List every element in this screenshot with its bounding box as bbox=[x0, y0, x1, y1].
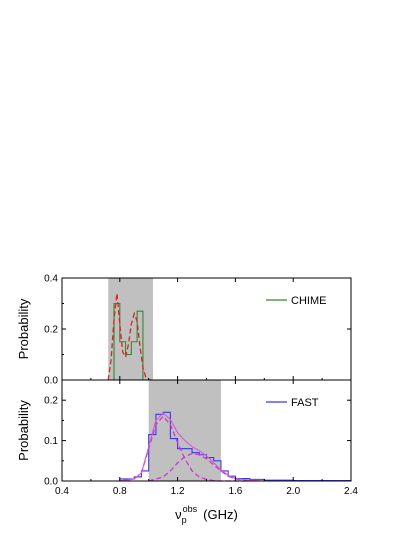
x-axis-title-unit: (GHz) bbox=[203, 507, 238, 522]
xtick-label: 1.2 bbox=[171, 486, 185, 497]
bottom-legend: FAST bbox=[266, 397, 319, 409]
bottom-series-group bbox=[62, 411, 352, 482]
bot-ytick-label: 0.2 bbox=[44, 396, 58, 407]
bottom-y-axis-title: Probability bbox=[16, 400, 31, 461]
top-ytick-label: 0.4 bbox=[44, 274, 58, 285]
bot-series-line-2 bbox=[148, 452, 250, 482]
top-series-line-1 bbox=[107, 293, 152, 381]
top-panel: 0.0 0.2 0.4 Probability CHIME bbox=[16, 274, 352, 387]
top-series-group bbox=[107, 293, 152, 381]
bot-ytick-label: 0.0 bbox=[44, 477, 58, 488]
top-axis-ticks: 0.0 0.2 0.4 bbox=[44, 274, 352, 387]
top-series-line-0 bbox=[113, 302, 144, 380]
bottom-axis-ticks: 0.0 0.1 0.2 0.4 0.8 1.2 1.6 2.0 2.4 bbox=[44, 380, 358, 497]
top-ytick-label: 0.0 bbox=[44, 376, 58, 387]
top-plot-frame bbox=[61, 277, 352, 381]
xtick-label: 2.4 bbox=[344, 486, 358, 497]
bot-ytick-label: 0.1 bbox=[44, 436, 58, 447]
bottom-legend-label: FAST bbox=[291, 397, 319, 409]
x-axis-title-subscript: p bbox=[182, 515, 187, 525]
top-legend: CHIME bbox=[266, 295, 326, 307]
bottom-shaded-band bbox=[148, 380, 221, 481]
bot-series-line-3 bbox=[119, 412, 265, 482]
x-axis-title-symbol: ν bbox=[175, 507, 182, 522]
top-y-axis-title: Probability bbox=[16, 298, 31, 359]
top-legend-label: CHIME bbox=[291, 295, 326, 307]
xtick-label: 0.8 bbox=[113, 486, 127, 497]
top-ytick-label: 0.2 bbox=[44, 325, 58, 336]
xtick-label: 0.4 bbox=[55, 486, 69, 497]
xtick-label: 1.6 bbox=[228, 486, 242, 497]
x-axis-title: νpobs (GHz) bbox=[175, 504, 238, 525]
bot-series-line-0 bbox=[62, 411, 352, 482]
bottom-panel: 0.00.10.20.4 0.8 1.2 1.6 2.0 2.4 Probability … bbox=[16, 379, 358, 525]
x-axis-title-superscript: obs bbox=[183, 504, 198, 514]
xtick-label: 2.0 bbox=[286, 486, 300, 497]
